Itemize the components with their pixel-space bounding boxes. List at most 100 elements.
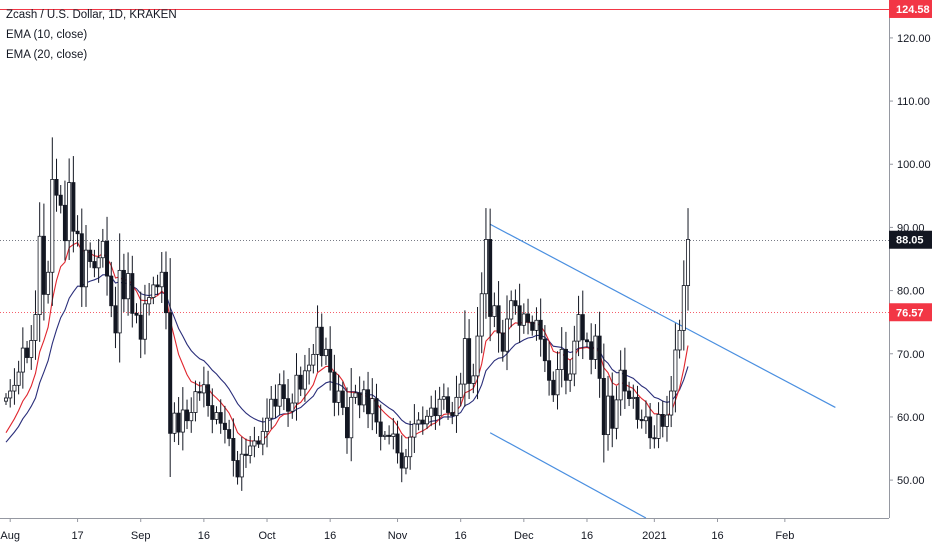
candle[interactable] [37, 202, 42, 342]
candle[interactable] [681, 260, 686, 351]
candle[interactable] [214, 406, 219, 425]
candle[interactable] [542, 325, 547, 373]
candle[interactable] [294, 353, 299, 421]
candle[interactable] [159, 252, 164, 303]
candle[interactable] [635, 385, 640, 429]
candle[interactable] [370, 378, 375, 431]
candle[interactable] [138, 291, 143, 359]
candle[interactable] [673, 323, 678, 413]
candle[interactable] [134, 303, 139, 324]
candle[interactable] [652, 425, 657, 449]
trendline[interactable] [489, 223, 836, 408]
time-scale[interactable]: Aug 17 Sep 16 Oct 16 Nov 16 Dec 16 2021 16 Feb [0, 518, 889, 542]
candle[interactable] [307, 347, 312, 385]
candle[interactable] [29, 325, 34, 370]
candle[interactable] [530, 315, 535, 336]
candle[interactable] [206, 370, 211, 417]
candle[interactable] [328, 326, 333, 391]
candle[interactable] [656, 402, 661, 449]
candle[interactable] [500, 319, 505, 362]
candle[interactable] [504, 295, 509, 371]
candle[interactable] [273, 384, 278, 418]
candle[interactable] [547, 341, 552, 396]
candle[interactable] [660, 400, 665, 438]
candle[interactable] [395, 420, 400, 464]
candle[interactable] [462, 310, 467, 407]
candle[interactable] [606, 375, 611, 451]
candle[interactable] [446, 387, 451, 420]
candle[interactable] [614, 386, 619, 440]
candle[interactable] [176, 397, 181, 445]
candle[interactable] [92, 249, 97, 278]
candle[interactable] [50, 137, 55, 306]
candle[interactable] [433, 390, 438, 430]
candle[interactable] [669, 375, 674, 428]
candle[interactable] [323, 337, 328, 366]
candle[interactable] [589, 323, 594, 375]
price-scale[interactable]: 50.0060.0070.0080.0090.00100.00110.00120… [889, 0, 931, 518]
candle[interactable] [16, 360, 21, 395]
candle[interactable] [471, 363, 476, 394]
candle[interactable] [243, 438, 248, 468]
candle[interactable] [75, 215, 80, 247]
candle[interactable] [210, 388, 215, 434]
candle[interactable] [12, 368, 17, 405]
candle[interactable] [189, 397, 194, 433]
candle[interactable] [450, 401, 455, 425]
candle[interactable] [555, 351, 560, 410]
candle[interactable] [483, 208, 488, 319]
candle[interactable] [67, 158, 72, 260]
candle[interactable] [568, 359, 573, 392]
candle[interactable] [197, 381, 202, 401]
candle[interactable] [664, 395, 669, 442]
candle[interactable] [399, 435, 404, 483]
horizontal-lines[interactable] [0, 9, 889, 313]
candle[interactable] [509, 290, 514, 328]
candle[interactable] [227, 419, 232, 447]
candle[interactable] [105, 216, 110, 296]
candle[interactable] [302, 354, 307, 402]
candle[interactable] [686, 208, 691, 311]
candle[interactable] [41, 203, 46, 321]
candle[interactable] [130, 255, 135, 328]
candle[interactable] [597, 311, 602, 398]
candle[interactable] [172, 402, 177, 443]
candle[interactable] [584, 332, 589, 348]
candle[interactable] [408, 420, 413, 470]
candle[interactable] [319, 313, 324, 367]
candle[interactable] [643, 400, 648, 434]
candle[interactable] [142, 284, 147, 355]
candle[interactable] [677, 319, 682, 359]
candle[interactable] [345, 387, 350, 454]
candle[interactable] [496, 281, 501, 353]
candle[interactable] [332, 354, 337, 417]
candle[interactable] [62, 180, 67, 261]
candle[interactable] [526, 298, 531, 335]
candle[interactable] [25, 340, 30, 364]
candle[interactable] [622, 347, 627, 409]
candle[interactable] [231, 418, 236, 477]
trendline[interactable] [489, 432, 647, 519]
candle[interactable] [551, 371, 556, 402]
candle[interactable] [260, 417, 265, 456]
candle[interactable] [576, 295, 581, 357]
candle[interactable] [538, 298, 543, 357]
candle[interactable] [416, 412, 421, 431]
candle[interactable] [618, 350, 623, 416]
candle[interactable] [627, 381, 632, 407]
candle[interactable] [235, 450, 240, 485]
candle[interactable] [126, 252, 131, 316]
candle[interactable] [391, 417, 396, 450]
candle[interactable] [340, 381, 345, 416]
candle[interactable] [193, 380, 198, 422]
candle[interactable] [4, 393, 9, 406]
candle[interactable] [151, 276, 156, 305]
candle[interactable] [113, 286, 118, 349]
candle[interactable] [298, 366, 303, 397]
candle[interactable] [559, 327, 564, 388]
candle[interactable] [168, 258, 173, 477]
candle[interactable] [83, 225, 88, 307]
candle[interactable] [366, 371, 371, 429]
candle[interactable] [33, 290, 38, 360]
